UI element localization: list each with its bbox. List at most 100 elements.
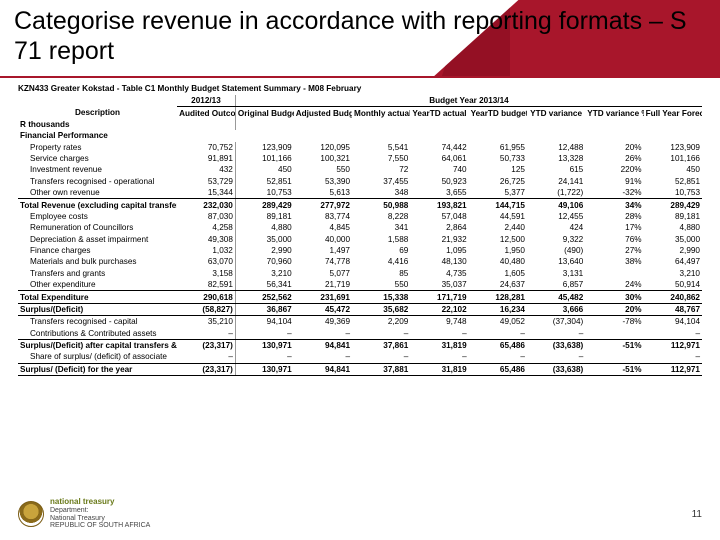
cell: 240,862: [644, 291, 702, 303]
cell: 4,735: [410, 268, 468, 279]
cell: 615: [527, 164, 585, 175]
cell: 9,748: [410, 316, 468, 328]
cell: –: [644, 351, 702, 363]
row-label: Employee costs: [18, 211, 177, 222]
table-row: Property rates70,752123,909120,0955,5417…: [18, 142, 702, 153]
cell: 12,455: [527, 211, 585, 222]
cell: (58,827): [177, 303, 235, 315]
row-label: Transfers recognised - capital: [18, 316, 177, 328]
table-row: Remuneration of Councillors4,2584,8804,8…: [18, 222, 702, 233]
hdr-budget-year: Budget Year 2013/14: [235, 95, 702, 107]
cell: –: [177, 351, 235, 363]
cell: 432: [177, 164, 235, 175]
cell: 35,000: [235, 234, 293, 245]
cell: 61,955: [469, 142, 527, 153]
cell: 2,864: [410, 222, 468, 233]
cell: 8,228: [352, 211, 410, 222]
cell: 28%: [585, 211, 643, 222]
cell: 21,719: [294, 279, 352, 291]
cell: 100,321: [294, 153, 352, 164]
cell: –: [527, 328, 585, 340]
table-row: Service charges91,891101,166100,3217,550…: [18, 153, 702, 164]
cell: 38%: [585, 256, 643, 267]
cell: 94,841: [294, 363, 352, 375]
hdr-ytd-var-pct: YTD variance %: [585, 107, 643, 119]
logo-block: national treasury Department: National T…: [18, 498, 150, 530]
title-underline: [0, 76, 720, 78]
hdr-forecast: Full Year Forecast: [644, 107, 702, 119]
cell: (23,317): [177, 339, 235, 351]
cell: 49,308: [177, 234, 235, 245]
cell: (37,304): [527, 316, 585, 328]
cell: 89,181: [235, 211, 293, 222]
cell: 56,341: [235, 279, 293, 291]
cell: 1,950: [469, 245, 527, 256]
cell: 31,819: [410, 363, 468, 375]
table-row: Materials and bulk purchases63,07070,960…: [18, 256, 702, 267]
cell: 3,655: [410, 187, 468, 199]
cell: –: [469, 328, 527, 340]
cell: 48,767: [644, 303, 702, 315]
cell: –: [410, 351, 468, 363]
cell: 17%: [585, 222, 643, 233]
hdr-units: R thousands: [18, 119, 177, 130]
cell: 44,591: [469, 211, 527, 222]
table-caption: KZN433 Greater Kokstad - Table C1 Monthl…: [18, 84, 702, 93]
cell: 15,338: [352, 291, 410, 303]
cell: 89,181: [644, 211, 702, 222]
row-label: Surplus/ (Deficit) for the year: [18, 363, 177, 375]
cell: -32%: [585, 187, 643, 199]
department-text: national treasury Department: National T…: [50, 498, 150, 530]
cell: 37,861: [352, 339, 410, 351]
cell: 50,988: [352, 199, 410, 211]
cell: 10,753: [644, 187, 702, 199]
cell: 2,440: [469, 222, 527, 233]
row-label: Investment revenue: [18, 164, 177, 175]
cell: 450: [235, 164, 293, 175]
cell: 277,972: [294, 199, 352, 211]
cell: 1,095: [410, 245, 468, 256]
cell: 94,104: [644, 316, 702, 328]
cell: 65,486: [469, 363, 527, 375]
row-label: Other own revenue: [18, 187, 177, 199]
cell: –: [469, 351, 527, 363]
cell: 64,061: [410, 153, 468, 164]
cell: 74,442: [410, 142, 468, 153]
cell: [585, 328, 643, 340]
cell: 341: [352, 222, 410, 233]
cell: 13,328: [527, 153, 585, 164]
cell: 9,322: [527, 234, 585, 245]
cell: 424: [527, 222, 585, 233]
cell: 52,851: [235, 176, 293, 187]
cell: 53,729: [177, 176, 235, 187]
table-row: Transfers recognised - operational53,729…: [18, 176, 702, 187]
content-area: KZN433 Greater Kokstad - Table C1 Monthl…: [0, 78, 720, 494]
cell: 1,032: [177, 245, 235, 256]
cell: 50,923: [410, 176, 468, 187]
hdr-orig-budget: Original Budget: [235, 107, 293, 119]
nt-label: national treasury: [50, 498, 150, 507]
cell: –: [352, 328, 410, 340]
cell: 4,845: [294, 222, 352, 233]
cell: 94,104: [235, 316, 293, 328]
row-label: Surplus/(Deficit): [18, 303, 177, 315]
cell: 550: [294, 164, 352, 175]
cell: (490): [527, 245, 585, 256]
cell: 5,377: [469, 187, 527, 199]
cell: 91,891: [177, 153, 235, 164]
cell: 171,719: [410, 291, 468, 303]
cell: 2,990: [644, 245, 702, 256]
cell: 289,429: [235, 199, 293, 211]
cell: 3,131: [527, 268, 585, 279]
table-row: Transfers recognised - capital35,21094,1…: [18, 316, 702, 328]
cell: 37,455: [352, 176, 410, 187]
cell: 7,550: [352, 153, 410, 164]
cell: -51%: [585, 339, 643, 351]
cell: 4,416: [352, 256, 410, 267]
cell: 70,752: [177, 142, 235, 153]
cell: 24%: [585, 279, 643, 291]
cell: (33,638): [527, 363, 585, 375]
cell: 20%: [585, 142, 643, 153]
cell: –: [235, 351, 293, 363]
cell: 112,971: [644, 339, 702, 351]
